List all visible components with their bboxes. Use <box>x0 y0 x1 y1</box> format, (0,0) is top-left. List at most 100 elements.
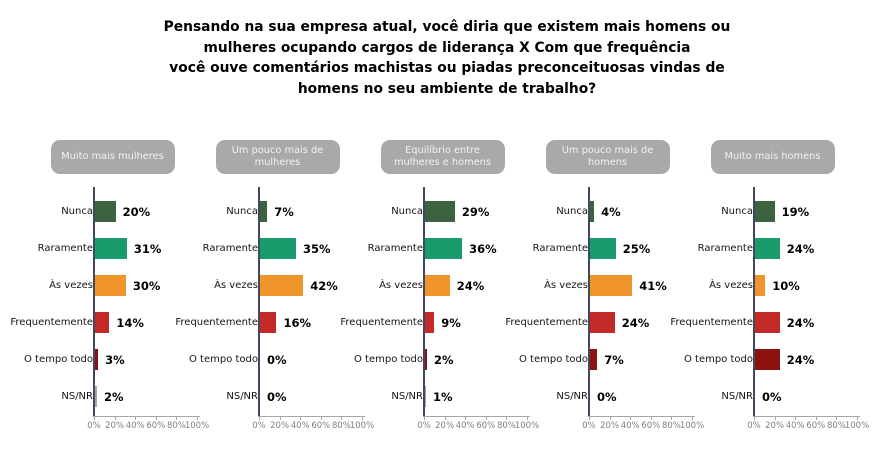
bar <box>260 201 268 222</box>
value-label: 16% <box>283 315 311 330</box>
bar <box>425 312 435 333</box>
category-label: Frequentemente <box>10 317 93 328</box>
axis-tick <box>176 417 178 420</box>
bar <box>260 312 277 333</box>
category-label: Raramente <box>532 243 588 254</box>
panel-badge: Um pouco mais de homens <box>545 140 670 174</box>
category-label: O tempo todo <box>518 354 588 365</box>
value-label: 24% <box>786 241 815 256</box>
bar-row: 35% <box>260 230 360 267</box>
bar <box>425 201 455 222</box>
value-label: 42% <box>310 278 338 293</box>
value-label: 25% <box>622 241 651 256</box>
bar <box>95 349 99 370</box>
value-label: 4% <box>601 204 621 219</box>
panel-3: Equilíbrio entre mulheres e homens Nunca R… <box>340 140 539 437</box>
category-label: Às vezes <box>379 280 423 291</box>
axis-tick <box>197 417 198 420</box>
axis-tick-label: 40% <box>620 421 640 431</box>
axis-tick <box>362 417 363 420</box>
axis-tick <box>836 417 838 420</box>
axis-tick <box>609 417 611 420</box>
category-axis-line <box>93 187 95 416</box>
bar-row: 0% <box>755 378 855 415</box>
category-label: Frequentemente <box>670 317 753 328</box>
category-labels: Nunca Raramente Às vezes Frequentemente O te… <box>505 193 588 415</box>
bar <box>755 238 780 259</box>
bars: 19% 24% 10% 24% 24% 0% <box>755 193 855 415</box>
bar-row: 0% <box>260 341 360 378</box>
axis-tick <box>589 417 590 420</box>
axis-tick <box>671 417 673 420</box>
axis-tick-label: 60% <box>806 421 826 431</box>
axis-tick-label: 0% <box>87 421 101 431</box>
axis-tick <box>506 417 508 420</box>
value-label: 35% <box>303 241 331 256</box>
axis-tick <box>795 417 797 420</box>
category-label: O tempo todo <box>683 354 753 365</box>
bar <box>590 349 598 370</box>
chart-title-line: mulheres ocupando cargos de liderança X … <box>203 39 691 56</box>
bar-row: 29% <box>425 193 525 230</box>
bar-row: 2% <box>95 378 195 415</box>
axis-tick-label: 100% <box>349 421 375 431</box>
category-label: O tempo todo <box>353 354 423 365</box>
value-label: 9% <box>441 315 461 330</box>
bar <box>755 349 780 370</box>
value-axis: 0% 20% 40% 60% 80% 100% <box>252 416 374 437</box>
category-label: Nunca <box>556 206 588 217</box>
category-label: Nunca <box>61 206 93 217</box>
value-label: 0% <box>762 389 782 404</box>
axis-tick <box>279 417 281 420</box>
axis-tick <box>341 417 343 420</box>
bar-row: 42% <box>260 267 360 304</box>
category-label: Às vezes <box>544 280 588 291</box>
category-label: Raramente <box>202 243 258 254</box>
bar-row: 24% <box>755 304 855 341</box>
category-label: Raramente <box>697 243 753 254</box>
bar-row: 3% <box>95 341 195 378</box>
axis-tick <box>259 417 260 420</box>
category-label: NS/NR <box>61 391 93 402</box>
bar-row: 10% <box>755 267 855 304</box>
chart-title-line: você ouve comentários machistas ou piada… <box>169 60 725 76</box>
panels-container: Muito mais mulheres Nunca Raramente Às veze… <box>10 140 870 437</box>
bar <box>260 275 304 296</box>
bar-row: 9% <box>425 304 525 341</box>
axis-tick-label: 20% <box>600 421 620 431</box>
category-label: NS/NR <box>226 391 258 402</box>
value-label: 3% <box>105 352 125 367</box>
bar <box>755 275 766 296</box>
axis-tick <box>424 417 425 420</box>
bar <box>425 349 428 370</box>
value-axis: 0% 20% 40% 60% 80% 100% <box>87 416 209 437</box>
value-label: 24% <box>786 352 815 367</box>
panel-badge: Um pouco mais de mulheres <box>215 140 340 174</box>
bar-row: 20% <box>95 193 195 230</box>
bar-row: 41% <box>590 267 690 304</box>
axis-tick <box>465 417 467 420</box>
value-label: 24% <box>786 315 815 330</box>
category-label: Frequentemente <box>505 317 588 328</box>
category-labels: Nunca Raramente Às vezes Frequentemente O te… <box>670 193 753 415</box>
axis-tick-label: 20% <box>435 421 455 431</box>
value-label: 7% <box>274 204 294 219</box>
axis-tick <box>485 417 487 420</box>
category-label: NS/NR <box>721 391 753 402</box>
value-label: 24% <box>621 315 650 330</box>
axis-tick-label: 80% <box>331 421 351 431</box>
axis-tick-label: 20% <box>105 421 125 431</box>
axis-tick-label: 0% <box>747 421 761 431</box>
axis-tick-label: 0% <box>252 421 266 431</box>
bar <box>590 238 616 259</box>
axis-tick-label: 80% <box>826 421 846 431</box>
value-label: 24% <box>456 278 485 293</box>
value-label: 20% <box>122 204 151 219</box>
bar-row: 31% <box>95 230 195 267</box>
axis-tick-label: 0% <box>582 421 596 431</box>
bar <box>95 201 116 222</box>
axis-tick-label: 60% <box>641 421 661 431</box>
value-label: 7% <box>604 352 624 367</box>
value-label: 29% <box>461 204 490 219</box>
category-axis-line <box>753 187 755 416</box>
